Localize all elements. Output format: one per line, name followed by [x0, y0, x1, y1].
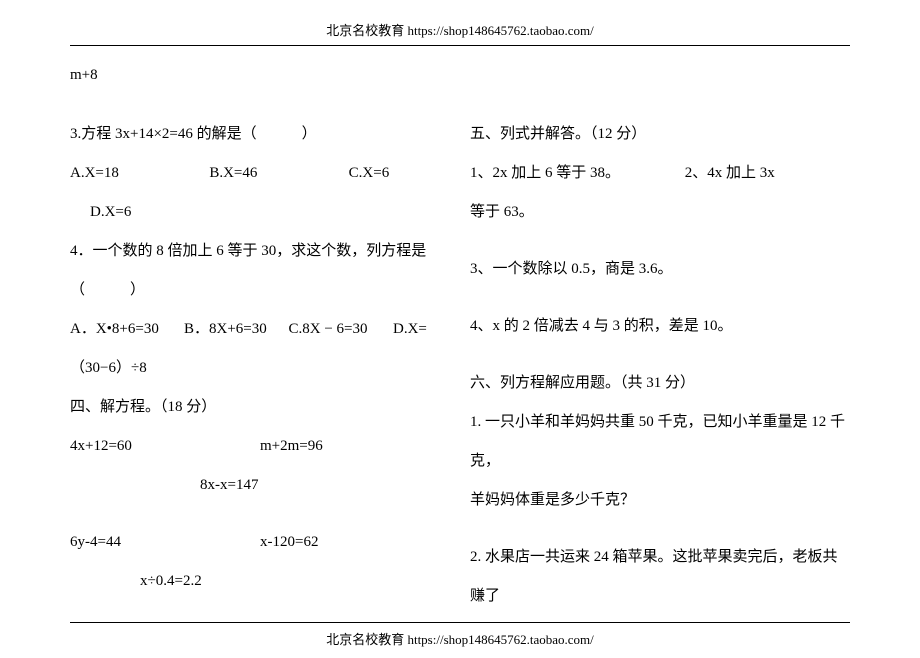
eq4: 6y-4=44: [70, 523, 260, 562]
q3-opt-b: B.X=46: [209, 154, 348, 193]
header-rule: [70, 45, 850, 46]
q4-opt-d: D.X=: [393, 310, 450, 349]
page-footer: 北京名校教育 https://shop148645762.taobao.com/: [70, 629, 850, 648]
eq5: x-120=62: [260, 523, 450, 562]
section-6-title: 六、列方程解应用题。（共 31 分）: [470, 364, 850, 403]
q4-opt-c: C.8X − 6=30: [289, 310, 394, 349]
eq6: x÷0.4=2.2: [70, 562, 450, 601]
q4-options-row: A．X•8+6=30 B．8X+6=30 C.8X − 6=30 D.X=: [70, 310, 450, 349]
left-column: m+8 3.方程 3x+14×2=46 的解是（ ） A.X=18 B.X=46…: [70, 56, 450, 616]
r1-row: 1、2x 加上 6 等于 38。 2、4x 加上 3x: [470, 154, 850, 193]
q4-stem: 4．一个数的 8 倍加上 6 等于 30，求这个数，列方程是: [70, 232, 450, 271]
p2: 2. 水果店一共运来 24 箱苹果。这批苹果卖完后，老板共赚了: [470, 538, 850, 616]
q3-opt-a: A.X=18: [70, 154, 209, 193]
eq-row-2: 6y-4=44 x-120=62: [70, 523, 450, 562]
page-header: 北京名校教育 https://shop148645762.taobao.com/: [70, 20, 850, 39]
content-area: m+8 3.方程 3x+14×2=46 的解是（ ） A.X=18 B.X=46…: [70, 56, 850, 616]
p1: 1. 一只小羊和羊妈妈共重 50 千克，已知小羊重量是 12 千克，: [470, 403, 850, 481]
r1c: 等于 63。: [470, 193, 850, 232]
q4-paren: （ ）: [70, 271, 450, 310]
p1b: 羊妈妈体重是多少千克？: [470, 481, 850, 520]
r1b: 2、4x 加上 3x: [685, 154, 850, 193]
r4: 4、x 的 2 倍减去 4 与 3 的积，差是 10。: [470, 307, 850, 346]
eq-row-1: 4x+12=60 m+2m=96: [70, 427, 450, 466]
q3-options-row: A.X=18 B.X=46 C.X=6: [70, 154, 450, 193]
eq3: 8x-x=147: [70, 466, 450, 505]
eq1: 4x+12=60: [70, 427, 260, 466]
right-column: 五、列式并解答。（12 分） 1、2x 加上 6 等于 38。 2、4x 加上 …: [470, 56, 850, 616]
section-5-title: 五、列式并解答。（12 分）: [470, 115, 850, 154]
r1a: 1、2x 加上 6 等于 38。: [470, 154, 685, 193]
r3: 3、一个数除以 0.5，商是 3.6。: [470, 250, 850, 289]
section-4-title: 四、解方程。（18 分）: [70, 388, 450, 427]
footer-rule: [70, 622, 850, 623]
q3-opt-d: D.X=6: [70, 193, 450, 232]
q3-stem: 3.方程 3x+14×2=46 的解是（ ）: [70, 115, 450, 154]
eq2: m+2m=96: [260, 427, 450, 466]
q3-opt-c: C.X=6: [349, 154, 450, 193]
q4-opt-a: A．X•8+6=30: [70, 310, 184, 349]
expr-m8: m+8: [70, 56, 450, 95]
q4-opt-b: B．8X+6=30: [184, 310, 289, 349]
q4-opt-d-cont: （30−6）÷8: [70, 349, 450, 388]
